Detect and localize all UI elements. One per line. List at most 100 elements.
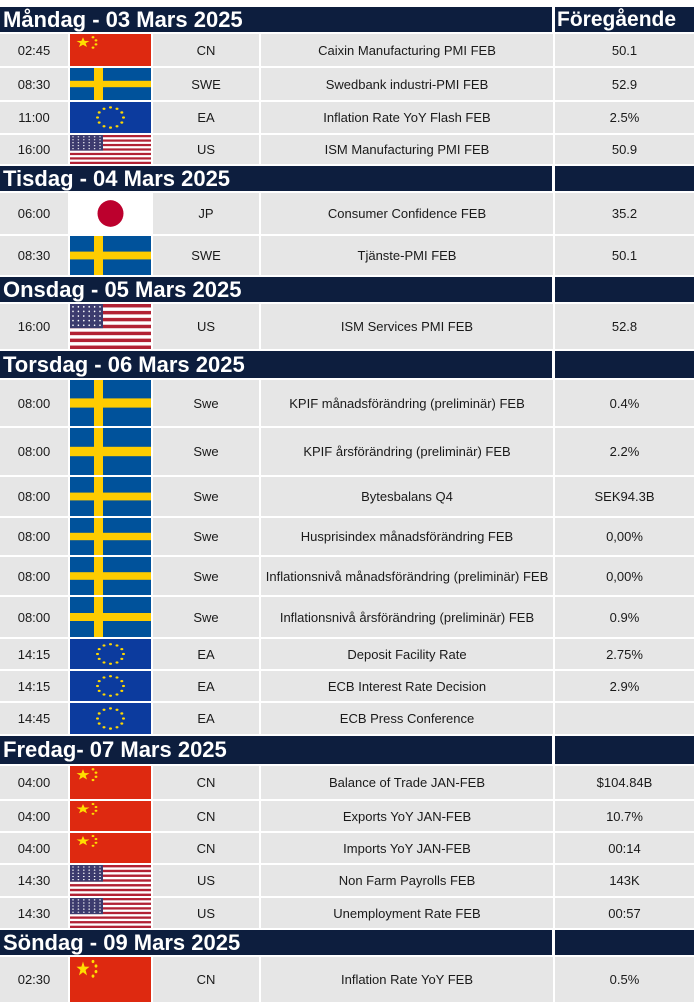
event-time: 16:00 xyxy=(0,304,68,349)
event-row: 08:30 SWE Tjänste-PMI FEB 50.1 xyxy=(0,236,694,277)
event-name: Deposit Facility Rate xyxy=(261,639,553,669)
day-title: Fredag- 07 Mars 2025 xyxy=(0,736,552,764)
se-flag xyxy=(70,68,151,100)
event-time: 11:00 xyxy=(0,102,68,133)
event-previous: 50.9 xyxy=(555,135,694,164)
event-time: 14:30 xyxy=(0,865,68,896)
event-time: 02:45 xyxy=(0,34,68,66)
event-time: 08:00 xyxy=(0,428,68,475)
event-time: 16:00 xyxy=(0,135,68,164)
eu-flag xyxy=(70,102,151,133)
event-row: 08:00 Swe Husprisindex månadsförändring FE… xyxy=(0,518,694,557)
event-row: 14:45 EA ECB Press Conference xyxy=(0,703,694,736)
event-row: 02:45 CN Caixin Manufacturing PMI FEB 50.1 xyxy=(0,34,694,68)
day-header: Söndag - 09 Mars 2025 xyxy=(0,930,694,957)
event-name: Bytesbalans Q4 xyxy=(261,477,553,516)
event-name: Inflationsnivå årsförändring (preliminär… xyxy=(261,597,553,637)
se-flag xyxy=(70,236,151,275)
event-time: 04:00 xyxy=(0,766,68,799)
event-previous: 0,00% xyxy=(555,518,694,555)
jp-flag xyxy=(70,193,151,234)
event-row: 14:30 US Non Farm Payrolls FEB 143K xyxy=(0,865,694,898)
event-name: ECB Press Conference xyxy=(261,703,553,734)
day-header: Onsdag - 05 Mars 2025 xyxy=(0,277,694,304)
day-header: Tisdag - 04 Mars 2025 xyxy=(0,166,694,193)
event-time: 08:00 xyxy=(0,477,68,516)
event-name: Swedbank industri-PMI FEB xyxy=(261,68,553,100)
event-country: US xyxy=(153,898,259,928)
event-previous: 10.7% xyxy=(555,801,694,831)
se-flag xyxy=(70,597,151,637)
event-name: Inflation Rate YoY FEB xyxy=(261,957,553,1002)
us-flag xyxy=(70,898,151,928)
event-previous: 00:14 xyxy=(555,833,694,863)
event-time: 14:15 xyxy=(0,671,68,701)
event-previous: 52.8 xyxy=(555,304,694,349)
day-title: Söndag - 09 Mars 2025 xyxy=(0,930,552,955)
day-header: Fredag- 07 Mars 2025 xyxy=(0,736,694,766)
event-country: Swe xyxy=(153,518,259,555)
cn-flag xyxy=(70,766,151,799)
day-header: Torsdag - 06 Mars 2025 xyxy=(0,351,694,380)
event-country: SWE xyxy=(153,236,259,275)
event-row: 08:30 SWE Swedbank industri-PMI FEB 52.9 xyxy=(0,68,694,102)
event-previous: 00:57 xyxy=(555,898,694,928)
event-name: Non Farm Payrolls FEB xyxy=(261,865,553,896)
se-flag xyxy=(70,477,151,516)
event-country: Swe xyxy=(153,477,259,516)
event-country: US xyxy=(153,304,259,349)
day-title: Tisdag - 04 Mars 2025 xyxy=(0,166,552,191)
event-country: EA xyxy=(153,102,259,133)
previous-column-header: Föregående xyxy=(555,7,694,32)
event-time: 08:30 xyxy=(0,236,68,275)
event-previous: $104.84B xyxy=(555,766,694,799)
event-name: KPIF årsförändring (preliminär) FEB xyxy=(261,428,553,475)
us-flag xyxy=(70,304,151,349)
event-time: 04:00 xyxy=(0,833,68,863)
event-name: Balance of Trade JAN-FEB xyxy=(261,766,553,799)
event-previous: 143K xyxy=(555,865,694,896)
event-name: Inflation Rate YoY Flash FEB xyxy=(261,102,553,133)
event-previous: 0,00% xyxy=(555,557,694,595)
event-country: Swe xyxy=(153,597,259,637)
event-previous: 0.4% xyxy=(555,380,694,426)
cn-flag xyxy=(70,34,151,66)
event-time: 14:30 xyxy=(0,898,68,928)
event-country: EA xyxy=(153,671,259,701)
us-flag xyxy=(70,865,151,896)
event-previous: 52.9 xyxy=(555,68,694,100)
event-previous: 2.5% xyxy=(555,102,694,133)
event-name: Consumer Confidence FEB xyxy=(261,193,553,234)
previous-column-header xyxy=(555,930,694,955)
event-row: 16:00 US ISM Services PMI FEB 52.8 xyxy=(0,304,694,351)
event-country: US xyxy=(153,135,259,164)
event-time: 04:00 xyxy=(0,801,68,831)
se-flag xyxy=(70,557,151,595)
event-previous: 0.5% xyxy=(555,957,694,1002)
event-country: US xyxy=(153,865,259,896)
event-name: KPIF månadsförändring (preliminär) FEB xyxy=(261,380,553,426)
event-name: ISM Manufacturing PMI FEB xyxy=(261,135,553,164)
event-country: CN xyxy=(153,833,259,863)
event-country: EA xyxy=(153,703,259,734)
event-previous: 35.2 xyxy=(555,193,694,234)
event-country: CN xyxy=(153,34,259,66)
se-flag xyxy=(70,518,151,555)
event-row: 04:00 CN Balance of Trade JAN-FEB $104.84B xyxy=(0,766,694,801)
event-name: ECB Interest Rate Decision xyxy=(261,671,553,701)
event-previous: 2.2% xyxy=(555,428,694,475)
event-row: 14:15 EA Deposit Facility Rate 2.75% xyxy=(0,639,694,671)
event-row: 08:00 Swe Bytesbalans Q4 SEK94.3B xyxy=(0,477,694,518)
day-title: Måndag - 03 Mars 2025 xyxy=(0,7,552,32)
event-row: 08:00 Swe Inflationsnivå månadsförändring … xyxy=(0,557,694,597)
previous-column-header xyxy=(555,166,694,191)
event-row: 08:00 Swe Inflationsnivå årsförändring (pr… xyxy=(0,597,694,639)
event-previous xyxy=(555,703,694,734)
us-flag xyxy=(70,135,151,164)
event-previous: 50.1 xyxy=(555,236,694,275)
se-flag xyxy=(70,380,151,426)
event-country: Swe xyxy=(153,428,259,475)
event-time: 08:30 xyxy=(0,68,68,100)
event-previous: 2.75% xyxy=(555,639,694,669)
